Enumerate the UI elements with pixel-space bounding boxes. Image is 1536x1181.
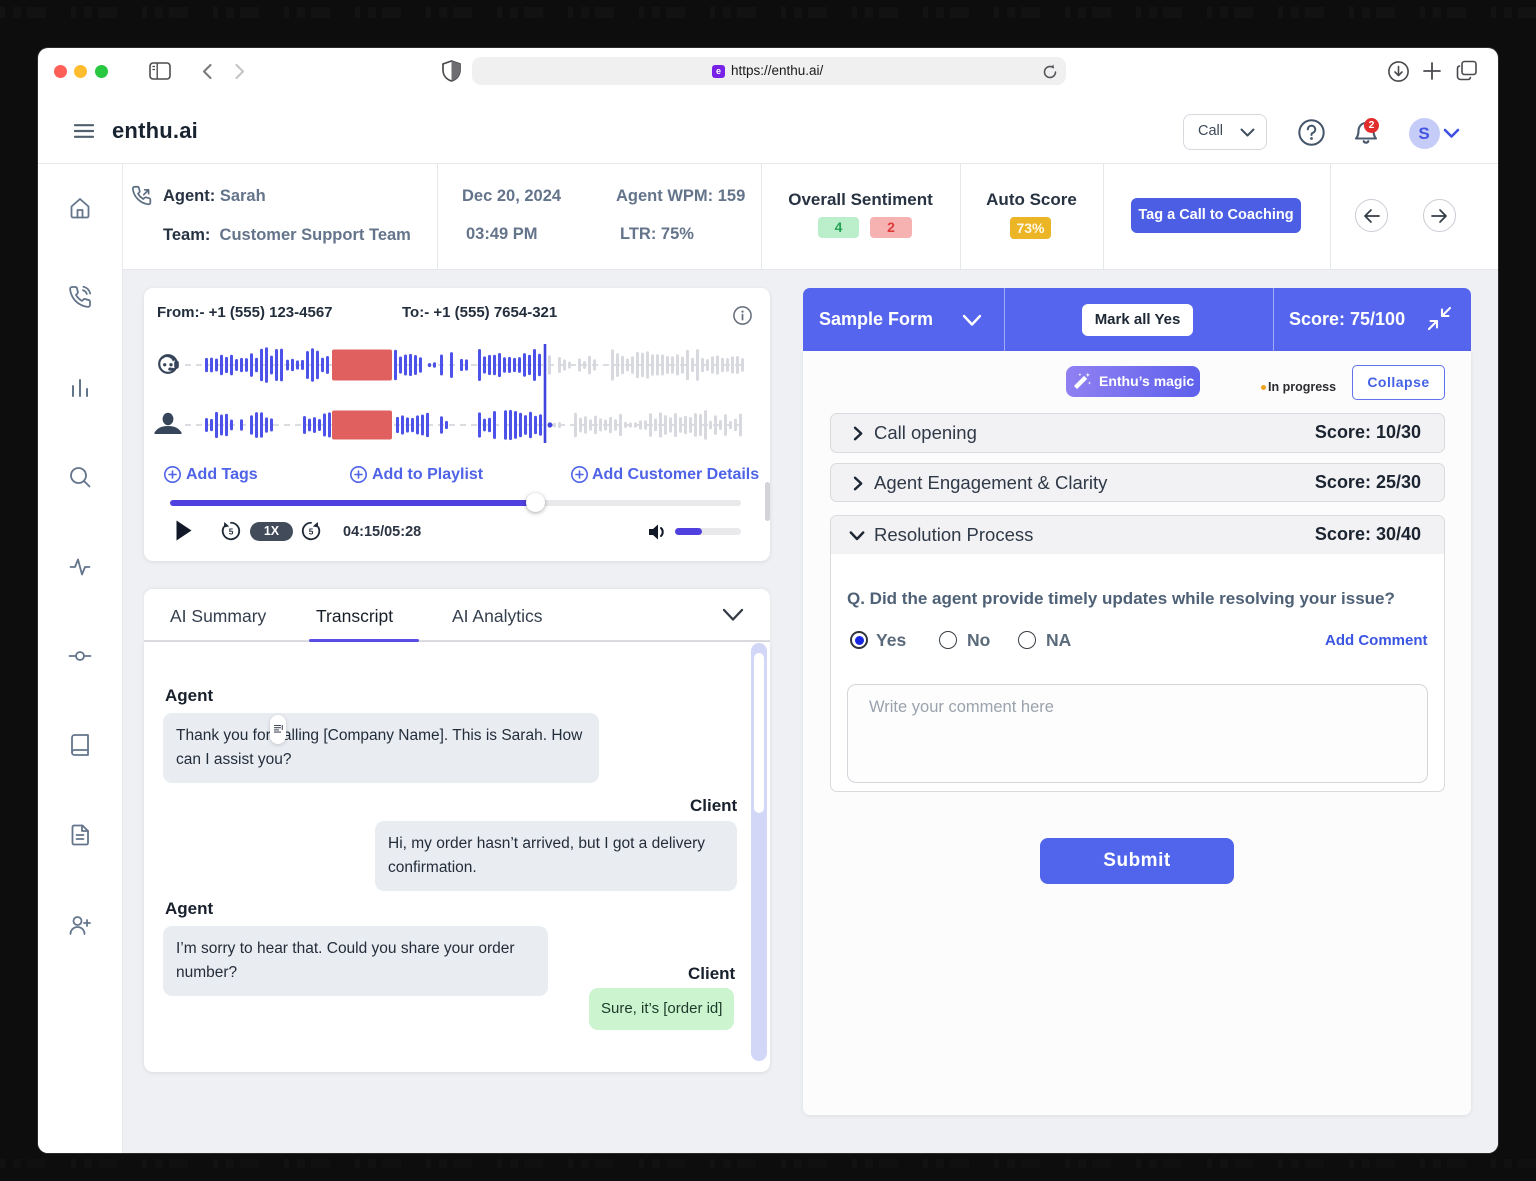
svg-text:5: 5: [229, 528, 234, 537]
svg-text:5: 5: [309, 528, 314, 537]
